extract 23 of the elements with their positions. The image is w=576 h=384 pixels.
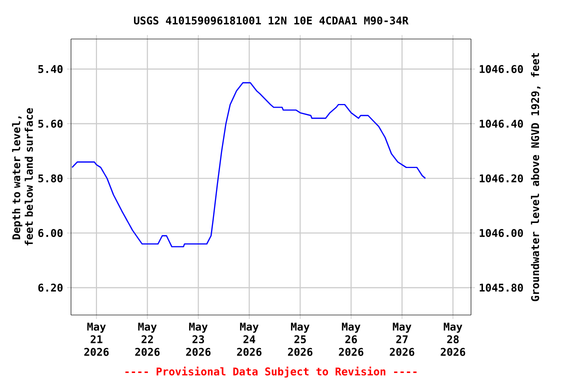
line-series (71, 82, 426, 248)
y-tick-label: 5.60 (38, 120, 63, 128)
x-tick-label: May 26 2026 (338, 322, 364, 356)
y-tick-label: 6.00 (38, 228, 63, 238)
y-tick-label: 5.40 (38, 65, 63, 74)
x-tick-label: May 25 2026 (288, 322, 312, 356)
x-tick-label: May 21 2026 (84, 322, 109, 356)
y2-tick-label: 1046.60 (480, 65, 523, 74)
chart-title: USGS 410159096181001 12N 10E 4CDAA1 M90-34R (134, 16, 409, 25)
x-tick-label: May 27 2026 (390, 322, 414, 356)
y2-tick-label: 1045.80 (480, 284, 523, 292)
y-tick-label: 5.80 (38, 174, 63, 182)
x-tick-label: May 24 2026 (237, 322, 262, 356)
text: ---- Provisional Data Subject to Revision ---- (125, 366, 417, 378)
x-tick-label: May 28 2026 (440, 322, 466, 356)
y-tick-label: 6.20 (38, 284, 63, 292)
y2-tick-label: 1046.20 (480, 174, 523, 182)
y2-tick-label: 1046.00 (480, 228, 523, 238)
y-axis-title: Depth to water level, feet below land surface (12, 108, 33, 246)
y2-axis-title: Groundwater level above NGVD 1929, feet (530, 53, 540, 302)
y2-tick-label: 1046.40 (480, 120, 523, 128)
x-tick-label: May 22 2026 (135, 322, 160, 356)
x-tick-label: May 23 2026 (186, 322, 211, 356)
